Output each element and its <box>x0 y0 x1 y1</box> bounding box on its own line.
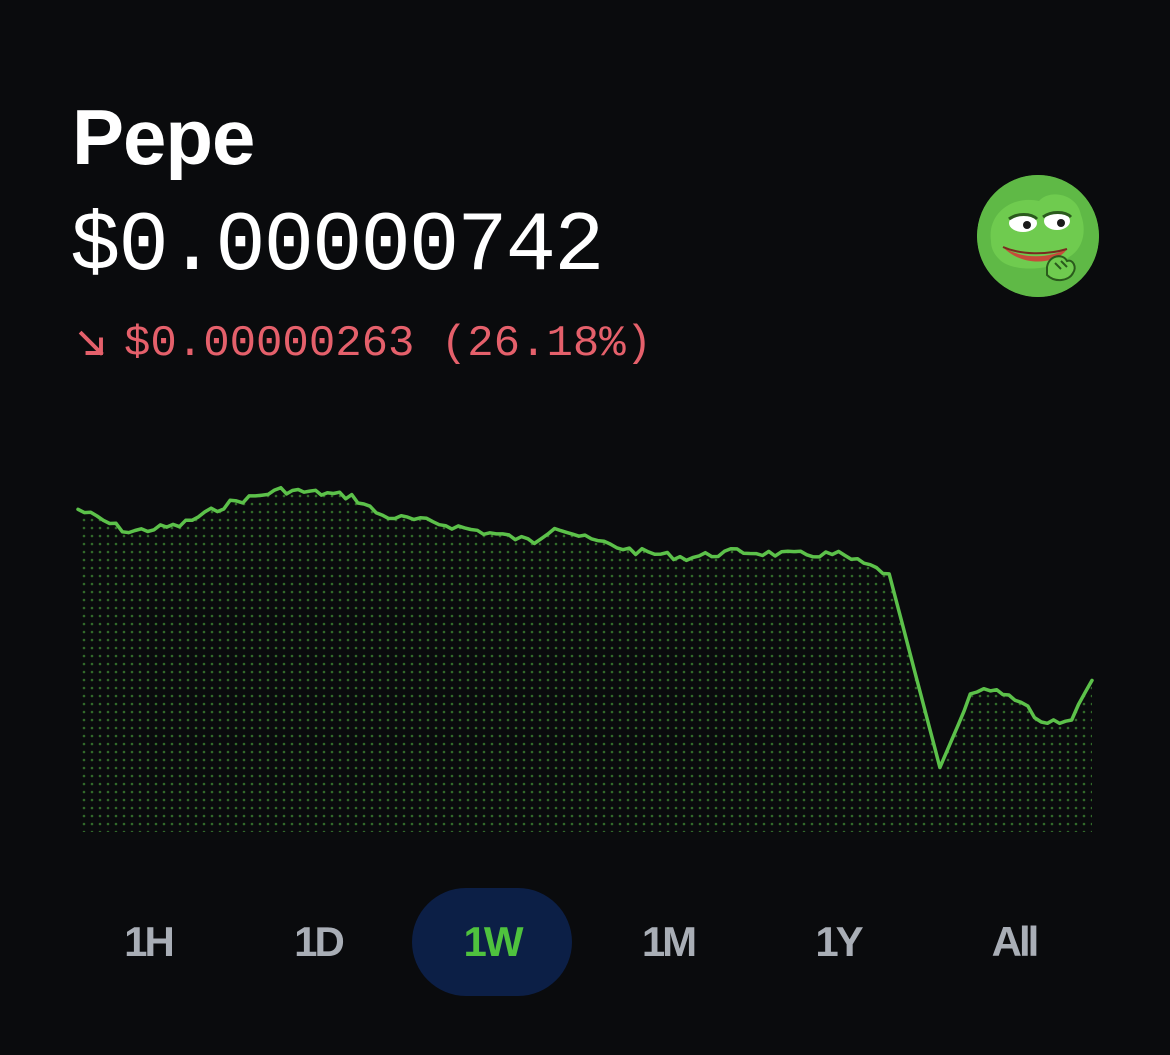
range-1y-button[interactable]: 1Y <box>815 918 863 965</box>
chart-area-fill <box>78 487 1092 832</box>
range-1m-button[interactable]: 1M <box>641 918 697 965</box>
asset-name: Pepe <box>72 93 255 181</box>
pepe-frog-avatar-icon <box>977 175 1099 297</box>
arrow-down-right-icon <box>78 330 104 356</box>
chart-price-line <box>76 485 1094 770</box>
price-chart <box>76 485 1094 832</box>
range-1d-button[interactable]: 1D <box>294 918 345 965</box>
asset-price: $0.00000742 <box>70 200 604 295</box>
range-1w-button[interactable]: 1W <box>412 888 572 996</box>
price-change: $0.00000263 (26.18%) <box>74 322 652 366</box>
range-1h-button[interactable]: 1H <box>124 918 175 965</box>
time-range-selector: 1H 1D 1W 1M 1Y All <box>60 888 1100 996</box>
range-all-button[interactable]: All <box>991 918 1040 965</box>
price-change-text: $0.00000263 (26.18%) <box>124 319 653 369</box>
